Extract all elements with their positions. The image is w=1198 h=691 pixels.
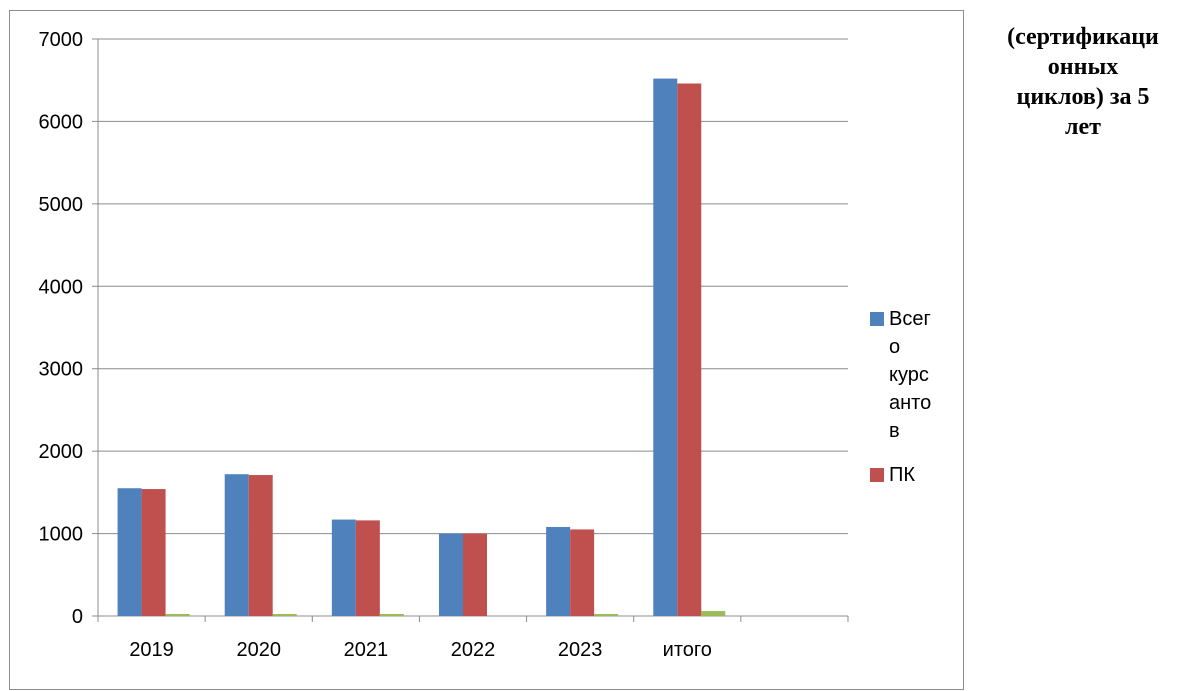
chart-title-line-4: лет (1065, 114, 1101, 140)
x-tick-label: 2022 (451, 639, 496, 661)
y-tick-label: 3000 (39, 359, 84, 381)
y-tick-label: 2000 (39, 441, 84, 463)
chart-frame: 0 1000 2000 3000 4000 5000 6000 7000 2019 2020 202… (9, 10, 964, 690)
legend-label-total: Всег о курс анто в (889, 305, 941, 445)
bar (570, 529, 595, 616)
bar (379, 614, 404, 616)
bar (248, 475, 273, 616)
y-tick-label: 5000 (39, 194, 84, 216)
chart-title-line-2: онных (1047, 54, 1119, 80)
bar (653, 78, 678, 616)
chart-title-line-1: (сертификаци (1007, 24, 1159, 50)
x-tick-label: 2023 (558, 639, 603, 661)
x-tick-label: 2019 (129, 639, 174, 661)
bar (141, 489, 166, 616)
bar (331, 519, 356, 616)
y-tick-label: 6000 (39, 111, 84, 133)
x-tick-label: 2021 (344, 639, 389, 661)
bar (272, 614, 297, 616)
legend-label-line: анто (889, 392, 932, 414)
bar (439, 533, 463, 616)
bar (677, 83, 702, 617)
y-tick-label: 0 (72, 606, 83, 628)
legend-label-line: в (889, 420, 900, 442)
x-tick-label: итого (663, 639, 712, 661)
bar (546, 526, 571, 616)
legend-label-pk: ПК (889, 461, 941, 489)
y-tick-label: 1000 (39, 524, 84, 546)
legend-label-line: курс (889, 364, 929, 386)
legend-label-line: Всег (889, 308, 931, 330)
bar (463, 533, 487, 616)
chart-legend: Всег о курс анто в ПК (870, 305, 960, 505)
legend-swatch-pk (870, 468, 884, 482)
chart-title-line-3: циклов) за 5 (1016, 84, 1150, 110)
bar-chart: 0 1000 2000 3000 4000 5000 6000 7000 2019 2020 202… (39, 29, 849, 661)
y-tick-label: 4000 (39, 276, 84, 298)
bar (594, 614, 619, 616)
bar (224, 474, 249, 616)
legend-label-line: о (889, 336, 901, 358)
bar (165, 614, 190, 616)
bar (701, 611, 726, 616)
chart-title: (сертификаци онных циклов) за 5 лет (978, 22, 1188, 142)
x-tick-label: 2020 (236, 639, 281, 661)
legend-item-pk: ПК (870, 461, 960, 489)
bar (355, 520, 380, 616)
legend-item-total: Всег о курс анто в (870, 305, 960, 445)
legend-label-line: ПК (889, 464, 916, 486)
y-tick-label: 7000 (39, 29, 84, 51)
bar (117, 488, 142, 616)
legend-swatch-total (870, 312, 884, 326)
